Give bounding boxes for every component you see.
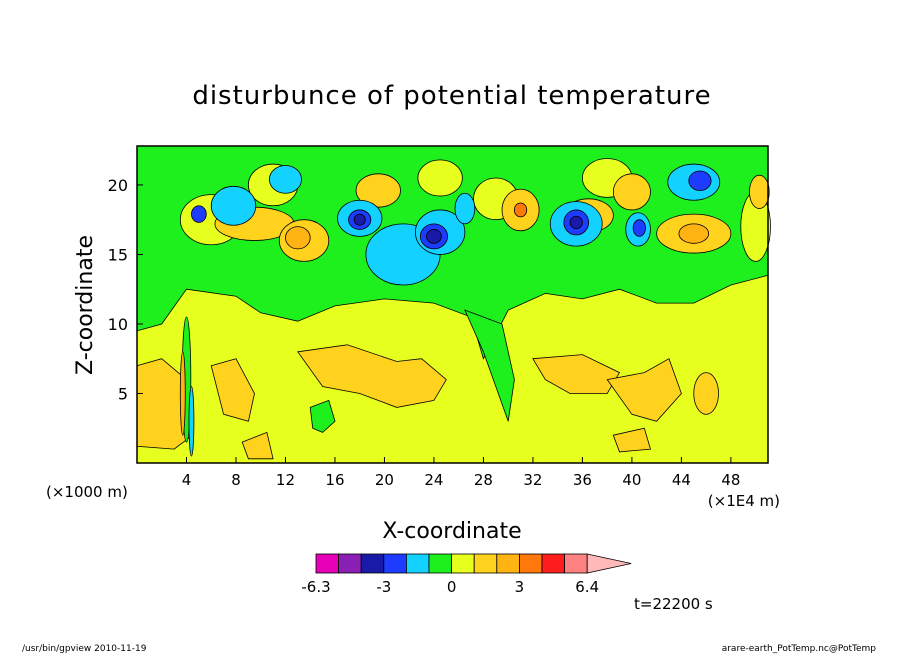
colorbar-label: -3	[376, 578, 391, 596]
contour-region	[210, 185, 257, 226]
chart-title: disturbunce of potential temperature	[192, 81, 711, 111]
x-tick-label: 16	[325, 471, 344, 489]
x-unit-right: (×1E4 m)	[708, 492, 780, 510]
colorbar-swatch	[496, 553, 520, 574]
contour-region	[532, 354, 621, 394]
contour-region	[297, 344, 447, 408]
contour-region	[268, 165, 302, 194]
colorbar-swatch	[360, 553, 385, 574]
y-tick-label: 15	[108, 245, 128, 264]
x-tick-label: 48	[721, 471, 740, 489]
contour-region	[454, 192, 476, 225]
contour-region	[749, 174, 770, 209]
footer-left: /usr/bin/gpview 2010-11-19	[22, 644, 147, 654]
y-tick-label: 10	[108, 315, 128, 334]
footer-right: arare-earth_PotTemp.nc@PotTemp	[722, 644, 877, 654]
colorbar-extension	[586, 553, 632, 574]
x-tick-label: 36	[573, 471, 592, 489]
contour-region	[464, 309, 515, 422]
contour-region	[426, 229, 442, 244]
x-axis: 4 8 12 16 20 24 28 32 36 40 44 48	[182, 457, 740, 489]
x-tick-label: 4	[182, 471, 192, 489]
x-tick-label: 32	[523, 471, 542, 489]
x-tick-label: 28	[474, 471, 493, 489]
contour-region	[191, 205, 207, 223]
y-tick-label: 5	[118, 384, 128, 403]
y-tick-label: 20	[108, 176, 128, 195]
colorbar-labels: -6.3 -3 0 3 6.4	[301, 578, 599, 596]
contour-region	[678, 223, 710, 244]
x-unit-left: (×1000 m)	[46, 483, 128, 501]
x-tick-label: 40	[622, 471, 641, 489]
colorbar-swatch	[541, 553, 566, 574]
colorbar-swatch	[451, 553, 475, 574]
contour-region	[285, 226, 311, 250]
colorbar-swatch	[405, 553, 430, 574]
colorbar-label: -6.3	[301, 578, 330, 596]
contour-region	[632, 219, 646, 237]
contour-region	[309, 399, 336, 433]
colorbar-swatch	[315, 553, 340, 574]
colorbar-label: 3	[515, 578, 525, 596]
colorbar-label: 6.4	[575, 578, 599, 596]
y-axis-label: Z-coordinate	[73, 235, 98, 375]
contour-region	[355, 173, 401, 208]
x-tick-label: 20	[375, 471, 394, 489]
contour-region	[188, 386, 195, 457]
contour-region	[688, 170, 712, 191]
colorbar-swatch	[383, 553, 407, 574]
colorbar-swatch	[564, 553, 588, 574]
contour-region	[606, 358, 682, 422]
colorbar	[315, 553, 632, 574]
time-label: t=22200 s	[634, 595, 713, 613]
contour-region	[612, 427, 652, 453]
colorbar-swatch	[519, 553, 543, 574]
colorbar-swatch	[428, 553, 453, 574]
contour-region	[241, 431, 274, 460]
colorbar-label: 0	[447, 578, 457, 596]
plot-frame	[136, 145, 769, 464]
contour-region	[353, 213, 366, 226]
x-tick-label: 44	[672, 471, 691, 489]
colorbar-swatch	[338, 553, 362, 574]
heatmap-field	[136, 145, 771, 460]
plot-area	[136, 145, 771, 464]
x-tick-label: 12	[276, 471, 295, 489]
contour-region	[612, 173, 651, 211]
x-axis-label: X-coordinate	[382, 519, 521, 544]
contour-region	[179, 351, 186, 436]
contour-region	[693, 372, 719, 415]
colorbar-swatch	[473, 553, 498, 574]
x-tick-label: 24	[424, 471, 443, 489]
contour-region	[417, 159, 463, 197]
contour-region	[210, 358, 255, 422]
y-axis: 5 10 15 20	[108, 176, 143, 403]
contour-region	[569, 215, 583, 230]
contour-region	[513, 202, 528, 218]
x-tick-label: 8	[231, 471, 241, 489]
